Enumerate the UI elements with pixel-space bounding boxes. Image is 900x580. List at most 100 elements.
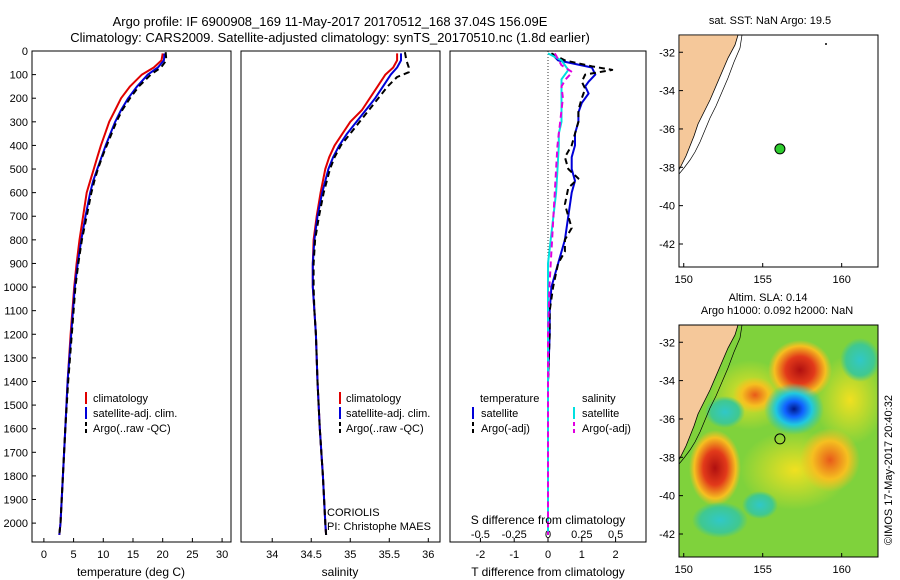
imos-stamp: ©IMOS 17-May-2017 20:40:32: [883, 395, 895, 545]
y-tick-label: 0: [22, 46, 28, 58]
sla-cyan-anomaly: [840, 338, 878, 382]
y-tick-label: 1000: [4, 282, 28, 294]
y-tick-label: 200: [10, 93, 28, 105]
profile-line: [547, 52, 574, 535]
profile-line: [58, 52, 168, 536]
sla-map-frame: [678, 324, 879, 558]
lat-tick-label: -34: [659, 86, 675, 98]
lon-tick-label: 160: [832, 564, 850, 576]
legend-label-s-satellite: satellite: [582, 408, 619, 420]
small-island: [825, 43, 827, 45]
legend-label-argo: Argo(..raw -QC): [346, 423, 424, 435]
salinity-xlabel: salinity: [322, 565, 359, 579]
s-tick-label: 0.5: [608, 529, 623, 541]
legend-label-climatology: climatology: [346, 393, 402, 405]
legend-label-s-argo: Argo(-adj): [582, 423, 631, 435]
difference-legend: temperature salinity satellite Argo(-adj…: [472, 393, 631, 435]
sla-map-title-line2: Argo h1000: 0.092 h2000: NaN: [701, 305, 853, 317]
x-tick-label: 5: [71, 549, 77, 561]
sla-cyan-anomaly: [705, 396, 745, 428]
lat-tick-label: -40: [659, 491, 675, 503]
sst-map-panel: sat. SST: NaN Argo: 19.5 150 155 160 -32 -34…: [659, 15, 879, 286]
y-tick-label: 300: [10, 117, 28, 129]
lat-tick-label: -42: [659, 529, 675, 541]
t-difference-xlabel: T difference from climatology: [471, 565, 625, 579]
lat-tick-label: -36: [659, 414, 675, 426]
shelf-contour: [679, 35, 743, 175]
shelf-contour: [679, 325, 743, 465]
x-tick-label: 25: [186, 549, 198, 561]
y-tick-label: 100: [10, 70, 28, 82]
y-tick-label: 1600: [4, 424, 28, 436]
y-tick-label: 1100: [4, 306, 28, 318]
salinity-axes-box: [240, 50, 441, 543]
y-tick-label: 1400: [4, 376, 28, 388]
y-tick-label: 1500: [4, 400, 28, 412]
s-tick-label: -0.25: [502, 529, 527, 541]
lat-tick-label: -32: [659, 337, 675, 349]
lat-tick-label: -38: [659, 452, 675, 464]
profile-line: [312, 52, 410, 535]
temperature-panel: 0100200300400500600700800900100011001200…: [4, 46, 232, 579]
lat-tick-label: -38: [659, 162, 675, 174]
y-tick-label: 1700: [4, 447, 28, 459]
y-tick-label: 2000: [4, 518, 28, 530]
lat-tick-label: -32: [659, 47, 675, 59]
figure-title-line1: Argo profile: IF 6900908_169 11-May-2017…: [113, 14, 548, 29]
salinity-legend: climatology satellite-adj. clim. Argo(..…: [339, 392, 430, 435]
x-temperature-tick-label: 1: [579, 549, 585, 561]
profile-line: [58, 53, 166, 536]
temperature-legend: climatology satellite-adj. clim. Argo(..…: [85, 392, 177, 435]
x-temperature-tick-label: -2: [476, 549, 486, 561]
sla-map-panel: Altim. SLA: 0.14 Argo h1000: 0.092 h2000…: [659, 292, 879, 576]
sst-map-title: sat. SST: NaN Argo: 19.5: [709, 15, 831, 27]
salinity-profiles: [311, 52, 410, 535]
argo-float-marker: [774, 143, 786, 155]
y-tick-label: 1800: [4, 471, 28, 483]
temperature-profiles: [58, 52, 168, 536]
x-tick-label: 0: [41, 549, 47, 561]
y-tick-label: 500: [10, 164, 28, 176]
x-tick-label: 36: [422, 549, 434, 561]
x-temperature-tick-label: -1: [509, 549, 519, 561]
difference-panel: -2 -1 0 1 2 -0.5 -0.25 0 0.25 0.5 temperature sal…: [449, 50, 647, 579]
lon-tick-label: 155: [754, 274, 772, 286]
lon-tick-label: 150: [675, 274, 693, 286]
sla-map-field: [679, 325, 878, 557]
sst-map-coastline: [679, 35, 827, 175]
s-tick-label: 0.25: [571, 529, 592, 541]
s-tick-label: -0.5: [471, 529, 490, 541]
sla-cyan-anomaly: [742, 491, 778, 519]
temperature-xlabel: temperature (deg C): [77, 565, 185, 579]
legend-label-argo: Argo(..raw -QC): [93, 423, 171, 435]
x-tick-label: 34: [266, 549, 278, 561]
profile-line: [547, 52, 614, 535]
sst-map-axes: 150 155 160 -32 -34 -36 -38 -40 -42: [659, 47, 851, 286]
lat-tick-label: -40: [659, 201, 675, 213]
x-tick-label: 35.5: [379, 549, 400, 561]
x-tick-label: 30: [216, 549, 228, 561]
sla-blue-anomaly: [764, 383, 824, 435]
legend-label-satellite: satellite-adj. clim.: [93, 408, 177, 420]
salinity-x-axis: 34 34.5 35 35.5 36: [266, 538, 434, 561]
temperature-y-axis: 0 100 200 300 400 500 600 700 800 900 1000 1100 1200…: [4, 46, 36, 530]
land-australia: [679, 325, 739, 461]
x-tick-label: 10: [97, 549, 109, 561]
temperature-axes-box: [31, 50, 232, 543]
sla-red-anomaly: [689, 430, 741, 506]
y-tick-label: 900: [10, 258, 28, 270]
profile-line: [547, 52, 597, 535]
sla-map-axes: 150 155 160 -32 -34 -36 -38 -40 -42: [659, 337, 851, 576]
sla-orange-anomaly: [800, 428, 860, 492]
lon-tick-label: 155: [754, 564, 772, 576]
pi-label: PI: Christophe MAES: [327, 521, 431, 533]
lon-tick-label: 150: [675, 564, 693, 576]
y-tick-label: 400: [10, 140, 28, 152]
y-tick-label: 1300: [4, 353, 28, 365]
salinity-panel: 34 34.5 35 35.5 36 climatology satellite-adj…: [240, 50, 441, 579]
legend-title-temperature: temperature: [480, 393, 539, 405]
sla-map-title-line1: Altim. SLA: 0.14: [729, 292, 808, 304]
legend-label-climatology: climatology: [93, 393, 149, 405]
data-centre-label: CORIOLIS: [327, 507, 380, 519]
